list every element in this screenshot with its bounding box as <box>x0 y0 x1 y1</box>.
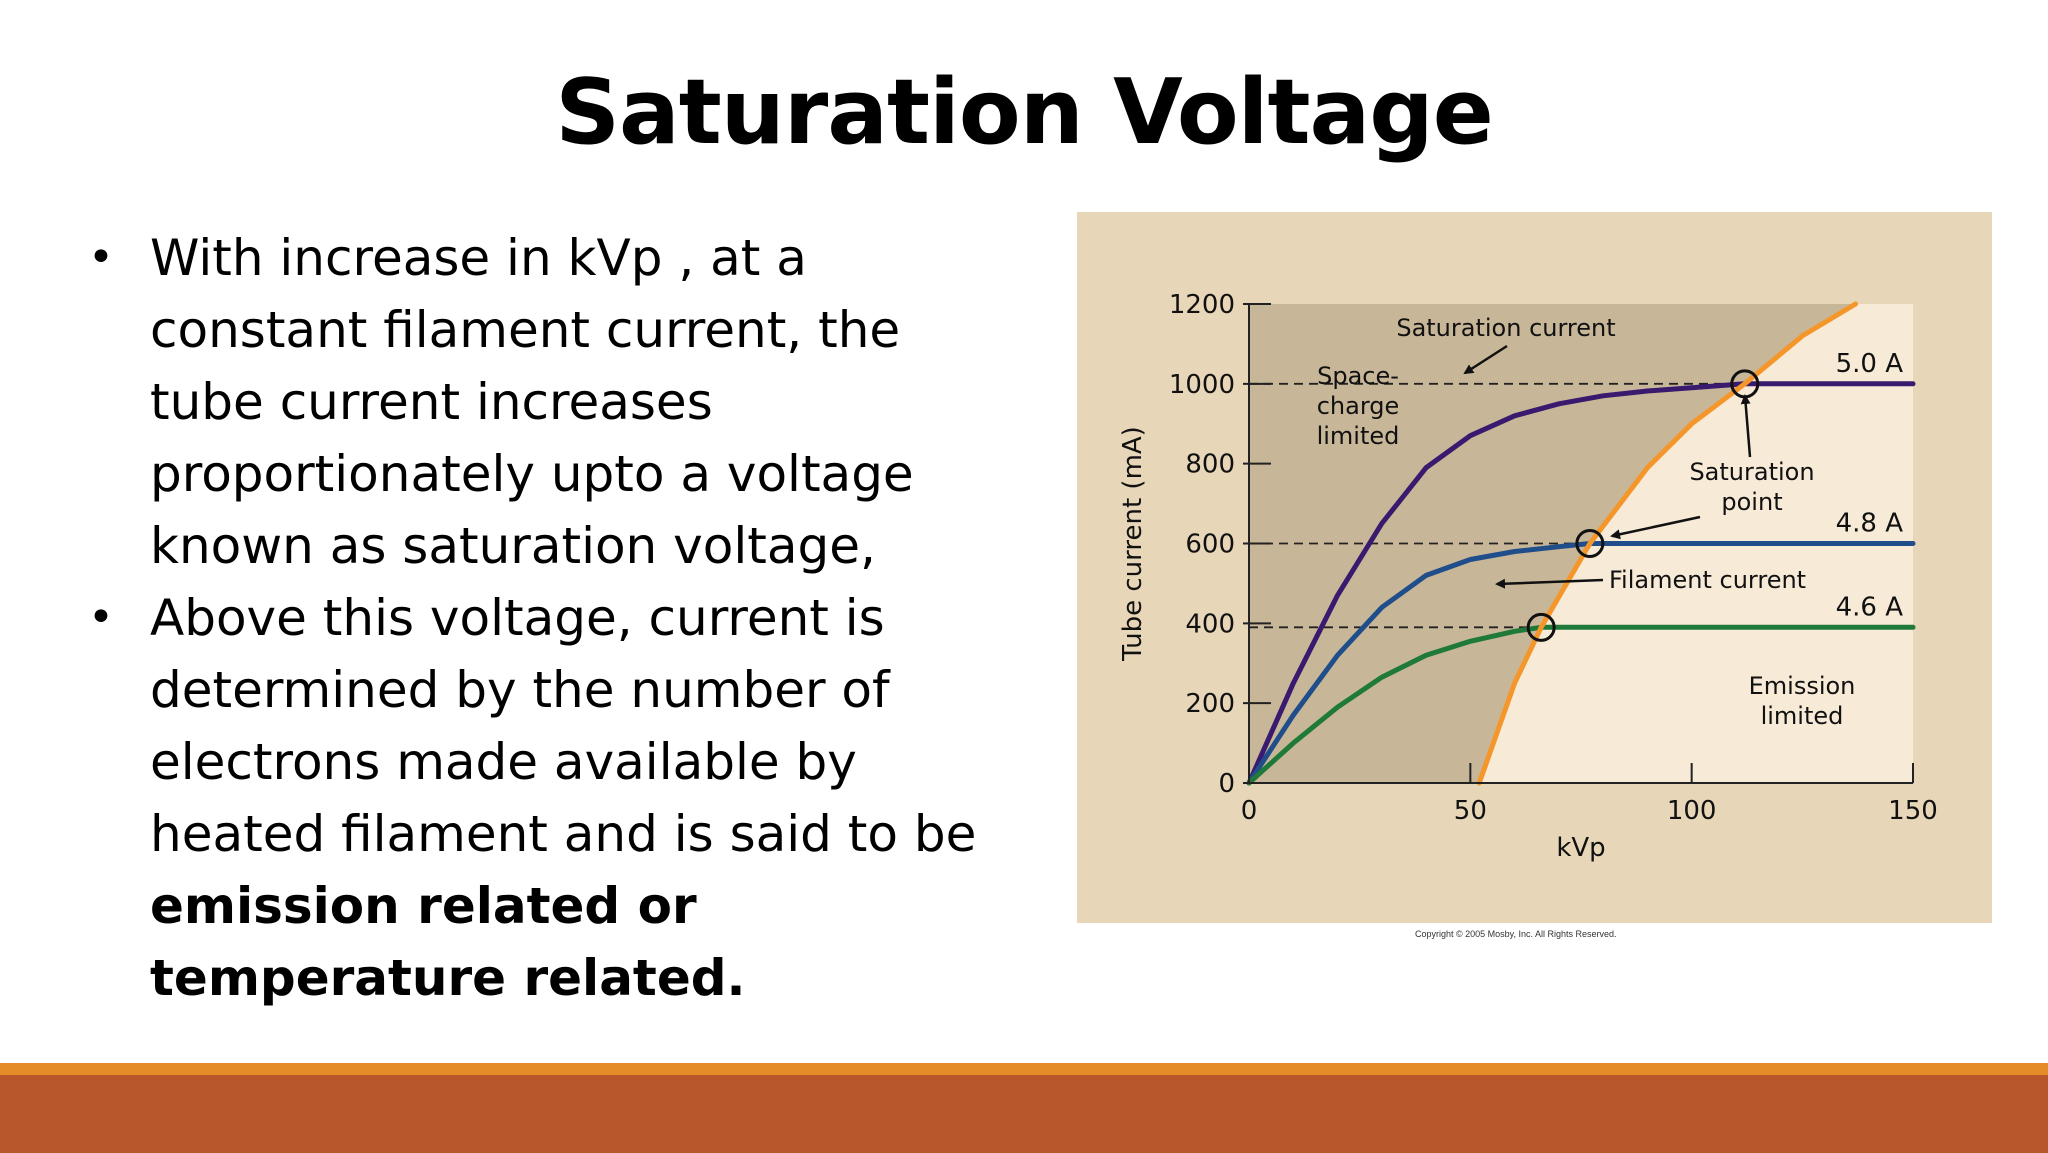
y-tick-label: 1200 <box>1169 290 1235 320</box>
bullet-2-text: Above this voltage, current is determine… <box>150 589 977 863</box>
bullet-2-bold-text: emission related or temperature related. <box>150 877 746 1007</box>
series-line-3 <box>1476 301 1858 786</box>
bullet-item-1: With increase in kVp , at a constant fil… <box>84 222 1024 582</box>
saturation-point-arrow-up <box>1740 394 1752 458</box>
axes-layer: 0 200 400 600 800 1000 1200 0 50 100 150 <box>1169 290 1938 826</box>
figure-panel: 5.0 A 4.8 A 4.6 A 0 200 400 600 800 1000 1200 0 50… <box>1077 212 1992 923</box>
footer-accent-bar-thin <box>0 1063 2048 1075</box>
saturation-point-arrow-left <box>1610 515 1701 540</box>
filament-current-arrow <box>1495 578 1604 589</box>
annotation-saturation-point-1: Saturation <box>1689 458 1814 486</box>
annotation-space-charge-3: limited <box>1317 422 1400 450</box>
y-tick-label: 1000 <box>1169 370 1235 400</box>
series-layer: 5.0 A 4.8 A 4.6 A <box>1246 301 1916 786</box>
bullet-1-text: With increase in kVp , at a constant fil… <box>150 229 914 575</box>
saturation-current-arrow <box>1463 344 1508 375</box>
saturation-point-marker <box>1526 612 1556 642</box>
series-line-0 <box>1246 381 1916 786</box>
saturation-point-marker <box>1575 529 1605 558</box>
y-tick-label: 200 <box>1185 689 1235 719</box>
saturation-dash-lines <box>1249 382 1745 629</box>
series-label-0: 5.0 A <box>1836 349 1904 379</box>
x-axis-label: kVp <box>1556 833 1605 863</box>
slide-title: Saturation Voltage <box>555 60 1494 165</box>
copyright-notice: Copyright © 2005 Mosby, Inc. All Rights … <box>1415 929 1617 939</box>
x-tick-label: 50 <box>1454 796 1487 826</box>
x-tick-label: 150 <box>1888 796 1938 826</box>
series-label-1: 4.8 A <box>1836 509 1904 539</box>
bullet-list: With increase in kVp , at a constant fil… <box>84 222 1024 1014</box>
y-tick-label: 400 <box>1185 609 1235 639</box>
series-label-2: 4.6 A <box>1836 592 1904 622</box>
y-axis-label: Tube current (mA) <box>1118 426 1148 662</box>
annotation-saturation-point-2: point <box>1721 488 1782 516</box>
y-tick-label: 800 <box>1185 450 1235 480</box>
x-tick-label: 100 <box>1667 796 1717 826</box>
annotation-filament-current: Filament current <box>1609 566 1806 594</box>
y-tick-label: 0 <box>1218 769 1235 799</box>
y-tick-label: 600 <box>1185 530 1235 560</box>
annotation-space-charge-2: charge <box>1317 392 1400 420</box>
tube-current-chart: 5.0 A 4.8 A 4.6 A 0 200 400 600 800 1000 1200 0 50… <box>1118 290 1938 863</box>
annotation-saturation-current: Saturation current <box>1396 314 1615 342</box>
series-line-1 <box>1246 541 1916 786</box>
bullet-item-2: Above this voltage, current is determine… <box>84 582 1024 1014</box>
annotation-emission-2: limited <box>1761 702 1844 730</box>
annotation-emission-1: Emission <box>1749 672 1856 700</box>
footer-accent-bar-thick <box>0 1075 2048 1153</box>
x-tick-label: 0 <box>1241 796 1258 826</box>
annotation-space-charge-1: Space- <box>1317 362 1399 390</box>
series-line-2 <box>1246 624 1916 786</box>
